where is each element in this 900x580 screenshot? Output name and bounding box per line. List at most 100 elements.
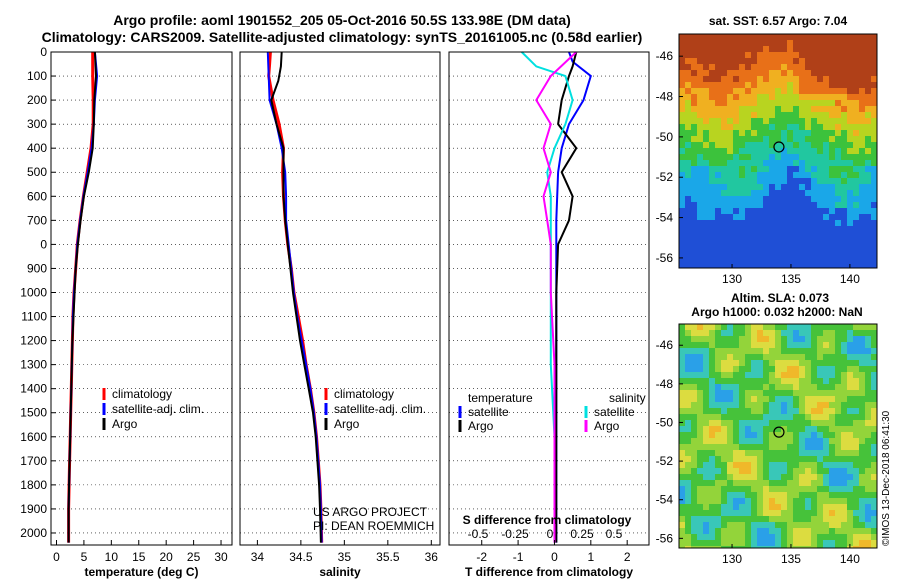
map-cell bbox=[817, 402, 823, 408]
map-cell bbox=[853, 348, 859, 354]
map-cell bbox=[691, 522, 697, 528]
map-cell bbox=[727, 360, 733, 366]
map-cell bbox=[709, 172, 715, 178]
map-cell bbox=[679, 324, 685, 330]
map-cell bbox=[775, 342, 781, 348]
map-cell bbox=[871, 336, 877, 342]
map-cell bbox=[709, 262, 715, 268]
map-cell bbox=[871, 130, 877, 136]
map-cell bbox=[697, 190, 703, 196]
map-cell bbox=[745, 166, 751, 172]
map-cell bbox=[691, 336, 697, 342]
map-cell bbox=[835, 540, 841, 546]
map-cell bbox=[823, 208, 829, 214]
map-cell bbox=[697, 384, 703, 390]
map-cell bbox=[841, 366, 847, 372]
map-cell bbox=[775, 64, 781, 70]
map-cell bbox=[727, 444, 733, 450]
map-cell bbox=[763, 426, 769, 432]
map-cell bbox=[733, 46, 739, 52]
map-cell bbox=[805, 64, 811, 70]
map-cell bbox=[739, 438, 745, 444]
map-cell bbox=[709, 100, 715, 106]
map-cell bbox=[697, 256, 703, 262]
map-cell bbox=[799, 232, 805, 238]
map-cell bbox=[775, 196, 781, 202]
map-cell bbox=[835, 366, 841, 372]
map-cell bbox=[847, 34, 853, 40]
map-cell bbox=[793, 34, 799, 40]
map-cell bbox=[823, 468, 829, 474]
map-cell bbox=[805, 378, 811, 384]
map-cell bbox=[811, 262, 817, 268]
map-cell bbox=[709, 124, 715, 130]
map-cell bbox=[865, 390, 871, 396]
map-cell bbox=[697, 510, 703, 516]
map-cell bbox=[769, 244, 775, 250]
map-cell bbox=[835, 420, 841, 426]
map-cell bbox=[697, 348, 703, 354]
map-cell bbox=[817, 214, 823, 220]
map-cell bbox=[709, 348, 715, 354]
map-cell bbox=[745, 148, 751, 154]
map-cell bbox=[841, 372, 847, 378]
map-cell bbox=[733, 354, 739, 360]
map-cell bbox=[709, 256, 715, 262]
map-cell bbox=[811, 76, 817, 82]
map-cell bbox=[751, 540, 757, 546]
map-cell bbox=[775, 142, 781, 148]
map-cell bbox=[727, 522, 733, 528]
map-cell bbox=[745, 94, 751, 100]
map-cell bbox=[793, 220, 799, 226]
map-cell bbox=[781, 390, 787, 396]
map-cell bbox=[679, 462, 685, 468]
map-cell bbox=[715, 354, 721, 360]
map-cell bbox=[715, 498, 721, 504]
map-cell bbox=[751, 474, 757, 480]
map-cell bbox=[697, 504, 703, 510]
map-cell bbox=[829, 360, 835, 366]
map-cell bbox=[745, 82, 751, 88]
map-cell bbox=[727, 160, 733, 166]
map-cell bbox=[823, 70, 829, 76]
map-cell bbox=[871, 76, 877, 82]
map-cell bbox=[835, 112, 841, 118]
map-cell bbox=[865, 142, 871, 148]
map-cell bbox=[787, 70, 793, 76]
map-cell bbox=[829, 262, 835, 268]
map-cell bbox=[781, 450, 787, 456]
map-cell bbox=[823, 492, 829, 498]
map-cell bbox=[859, 534, 865, 540]
map-cell bbox=[763, 154, 769, 160]
map-cell bbox=[871, 70, 877, 76]
map-cell bbox=[793, 250, 799, 256]
map-cell bbox=[859, 420, 865, 426]
map-cell bbox=[733, 262, 739, 268]
map-cell bbox=[679, 498, 685, 504]
map-cell bbox=[811, 130, 817, 136]
map-cell bbox=[871, 498, 877, 504]
map-cell bbox=[805, 420, 811, 426]
map-cell bbox=[745, 396, 751, 402]
map-cell bbox=[727, 250, 733, 256]
legend-title: temperature bbox=[468, 391, 533, 405]
map-cell bbox=[697, 414, 703, 420]
map-cell bbox=[829, 444, 835, 450]
map-cell bbox=[703, 540, 709, 546]
map-cell bbox=[847, 366, 853, 372]
map-cell bbox=[823, 504, 829, 510]
map-cell bbox=[757, 498, 763, 504]
map-cell bbox=[871, 58, 877, 64]
map-cell bbox=[733, 142, 739, 148]
map-cell bbox=[847, 354, 853, 360]
map-cell bbox=[769, 70, 775, 76]
map-cell bbox=[805, 510, 811, 516]
map-cell bbox=[709, 450, 715, 456]
map-cell bbox=[787, 528, 793, 534]
map-cell bbox=[703, 474, 709, 480]
map-cell bbox=[775, 220, 781, 226]
map-cell bbox=[733, 480, 739, 486]
map-cell bbox=[871, 540, 877, 546]
